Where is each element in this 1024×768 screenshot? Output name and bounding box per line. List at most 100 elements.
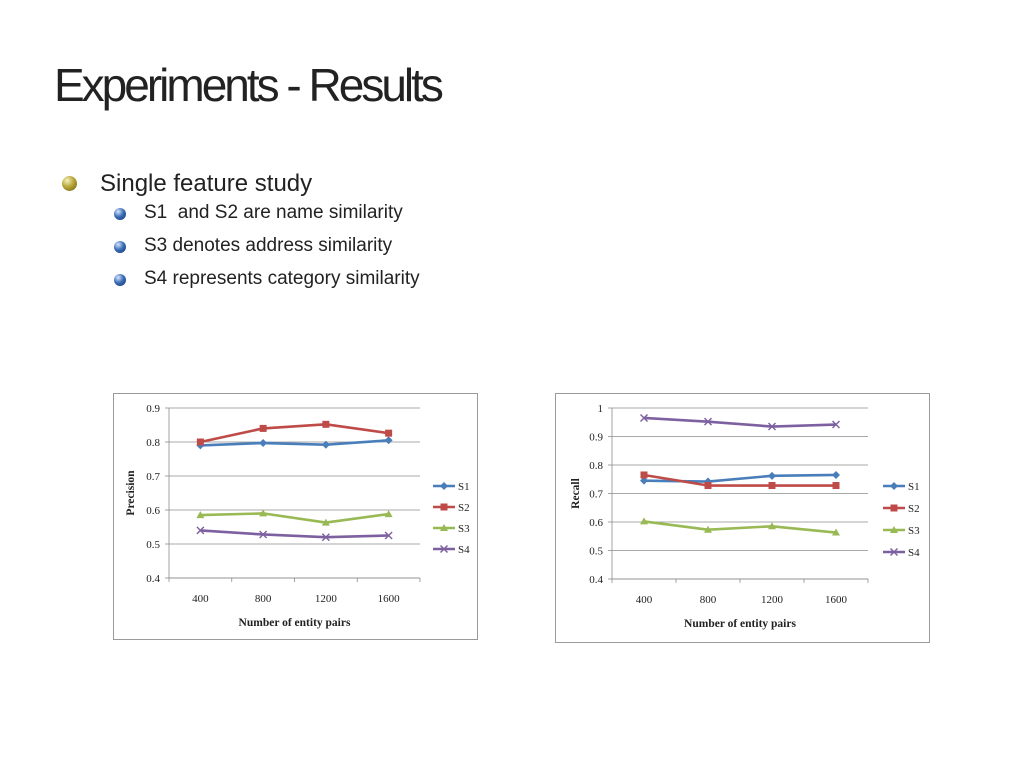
data-point [890, 526, 898, 533]
data-point [440, 503, 448, 511]
data-point [704, 482, 712, 490]
legend-label: S1 [908, 481, 920, 493]
data-point [259, 509, 268, 517]
legend-label: S3 [458, 523, 470, 535]
bullet-icon [114, 274, 126, 286]
y-tick-label: 0.6 [589, 517, 603, 529]
series-line [200, 529, 389, 539]
data-point [384, 436, 393, 445]
legend-item: S1 [433, 481, 470, 493]
data-point [832, 528, 840, 536]
data-point [440, 482, 448, 490]
recall-chart: 1 0.9 0.8 0.7 0.6 0.5 0.4 400 800 1200 1600 Number … [555, 393, 930, 643]
x-tick-label: 400 [636, 594, 653, 606]
sub-bullet-item: S4 represents category similarity [62, 268, 420, 301]
series-s2 [196, 420, 393, 446]
x-tick-label: 400 [192, 593, 209, 605]
legend-label: S3 [908, 525, 920, 537]
data-point [321, 440, 330, 449]
y-tick-label: 0.7 [146, 471, 160, 483]
data-point [259, 530, 268, 539]
legend-item: S2 [433, 502, 470, 514]
data-point [704, 417, 712, 426]
data-point [890, 548, 898, 556]
series-line [200, 512, 389, 524]
data-point [640, 413, 648, 422]
series-s4 [640, 413, 840, 431]
data-point [890, 482, 898, 490]
series-s3 [640, 517, 840, 536]
legend-label: S4 [908, 547, 920, 559]
recall-chart-svg: 1 0.9 0.8 0.7 0.6 0.5 0.4 400 800 1200 1600 Number … [570, 403, 920, 630]
slide-title: Experiments - Results [54, 59, 444, 111]
data-point [259, 439, 268, 448]
data-point [890, 504, 898, 512]
x-tick-label: 800 [255, 593, 272, 605]
y-axis-title: Recall [570, 478, 582, 509]
bullet-icon [114, 241, 126, 253]
precision-chart-svg: 0.9 0.8 0.7 0.6 0.5 0.4 400 800 1200 1600 Number o… [125, 403, 470, 629]
x-tick-label: 1200 [315, 593, 338, 605]
bullet-text: S1 and S2 are name similarity [144, 202, 403, 223]
legend-label: S4 [458, 544, 470, 556]
data-point [196, 526, 205, 535]
legend-label: S2 [458, 502, 470, 514]
x-axis-title: Number of entity pairs [239, 617, 351, 629]
y-tick-label: 0.8 [146, 437, 160, 449]
data-point [384, 510, 393, 518]
data-point [640, 476, 648, 485]
series-s4 [196, 526, 393, 542]
series-s3 [196, 509, 393, 526]
sub-bullet-item: S1 and S2 are name similarity [62, 202, 420, 235]
legend-item: S2 [883, 503, 920, 515]
data-point [704, 525, 712, 533]
series-line [200, 439, 389, 447]
x-tick-label: 1600 [378, 593, 401, 605]
data-point [640, 471, 648, 479]
series-line [643, 416, 837, 428]
y-tick-label: 0.5 [146, 539, 160, 551]
bullet-text: S4 represents category similarity [144, 268, 420, 289]
data-point [832, 420, 840, 429]
data-point [768, 422, 776, 431]
legend-item: S3 [433, 523, 470, 535]
precision-chart: 0.9 0.8 0.7 0.6 0.5 0.4 400 800 1200 1600 Number o… [113, 393, 478, 640]
y-tick-label: 0.4 [589, 574, 603, 586]
x-tick-label: 1600 [825, 594, 848, 606]
data-point [196, 511, 205, 519]
y-tick-label: 1 [598, 403, 604, 415]
bullet-text: Single feature study [100, 170, 313, 197]
data-point [832, 470, 840, 479]
series-line [643, 520, 837, 534]
data-point [385, 429, 393, 437]
data-point [196, 438, 204, 446]
x-tick-label: 800 [700, 594, 717, 606]
legend-label: S2 [908, 503, 920, 515]
data-point [832, 482, 840, 490]
bullet-list: Single feature study S1 and S2 are name … [62, 170, 420, 301]
data-point [384, 531, 393, 540]
series-line [200, 423, 389, 444]
y-axis-title: Precision [125, 470, 137, 516]
y-tick-label: 0.8 [589, 460, 603, 472]
series-s2 [640, 471, 840, 490]
bullet-item: Single feature study [62, 170, 420, 202]
series-line [643, 473, 836, 487]
y-tick-label: 0.5 [589, 546, 603, 558]
data-point [440, 524, 448, 531]
data-point [768, 522, 776, 530]
y-tick-label: 0.6 [146, 505, 160, 517]
data-point [640, 517, 648, 525]
x-tick-label: 1200 [761, 594, 784, 606]
legend-item: S4 [883, 547, 920, 559]
series-s1 [196, 436, 393, 450]
data-point [768, 471, 776, 480]
legend-label: S1 [458, 481, 470, 493]
data-point [321, 533, 330, 542]
y-tick-label: 0.7 [589, 489, 603, 501]
data-point [768, 482, 776, 490]
bullet-icon [62, 176, 77, 191]
sub-bullet-item: S3 denotes address similarity [62, 235, 420, 268]
legend-item: S1 [883, 481, 920, 493]
y-tick-label: 0.4 [146, 573, 160, 585]
